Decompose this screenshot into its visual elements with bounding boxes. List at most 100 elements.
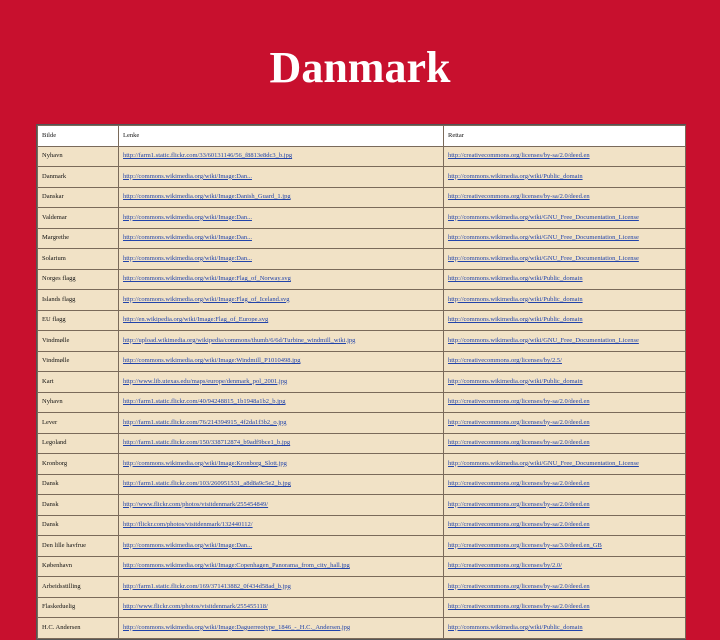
source-link[interactable]: http://farm1.static.flickr.com/40/942488…: [118, 391, 444, 413]
license-link[interactable]: http://commons.wikimedia.org/wiki/Public…: [443, 309, 686, 331]
image-name-cell: Lever: [37, 412, 119, 434]
table-row: Kart http://www.lib.utexas.edu/maps/europ…: [37, 371, 686, 393]
license-link[interactable]: http://creativecommons.org/licenses/by-s…: [443, 535, 686, 557]
license-link[interactable]: http://commons.wikimedia.org/wiki/Public…: [443, 371, 686, 393]
image-name-cell: Nyhavn: [37, 391, 119, 413]
source-link[interactable]: http://commons.wikimedia.org/wiki/Image:…: [118, 268, 444, 290]
source-link[interactable]: http://commons.wikimedia.org/wiki/Image:…: [118, 248, 444, 270]
image-name-cell: Islands flagg: [37, 289, 119, 311]
credits-table: Bilde Lenke Rettar Nyhavn http://farm1.st…: [36, 124, 686, 640]
license-link[interactable]: http://creativecommons.org/licenses/by-s…: [443, 412, 686, 434]
table-row: Legoland http://farm1.static.flickr.com/1…: [37, 432, 686, 454]
source-link[interactable]: http://flickr.com/photos/visitdenmark/13…: [118, 514, 444, 536]
image-name-cell: Dansk: [37, 494, 119, 516]
source-link[interactable]: http://upload.wikimedia.org/wikipedia/co…: [118, 330, 444, 352]
image-name-cell: Flaskeduelig: [37, 596, 119, 618]
table-row: Danskar http://commons.wikimedia.org/wiki…: [37, 186, 686, 208]
source-link[interactable]: http://commons.wikimedia.org/wiki/Image:…: [118, 453, 444, 475]
license-link[interactable]: http://creativecommons.org/licenses/by-s…: [443, 186, 686, 208]
table-row: EU flagg http://en.wikipedia.org/wiki/Ima…: [37, 309, 686, 331]
license-link[interactable]: http://creativecommons.org/licenses/by-s…: [443, 391, 686, 413]
table-row: Nyhavn http://farm1.static.flickr.com/40/…: [37, 391, 686, 413]
table-row: Dansk http://www.flickr.com/photos/visitd…: [37, 494, 686, 516]
table-row: Margrethe http://commons.wikimedia.org/wi…: [37, 227, 686, 249]
license-link[interactable]: http://creativecommons.org/licenses/by-s…: [443, 576, 686, 598]
table-row: Vindmølle http://commons.wikimedia.org/wi…: [37, 350, 686, 372]
header-link: Lenke: [118, 125, 444, 147]
table-row: H.C. Andersen http://commons.wikimedia.or…: [37, 617, 686, 639]
source-link[interactable]: http://commons.wikimedia.org/wiki/Image:…: [118, 555, 444, 577]
license-link[interactable]: http://creativecommons.org/licenses/by-s…: [443, 596, 686, 618]
image-name-cell: Kart: [37, 371, 119, 393]
table-row: Dansk http://flickr.com/photos/visitdenma…: [37, 514, 686, 536]
license-link[interactable]: http://commons.wikimedia.org/wiki/GNU_Fr…: [443, 248, 686, 270]
image-name-cell: Dansk: [37, 514, 119, 536]
image-name-cell: Dansk: [37, 473, 119, 495]
table-row: Danmark http://commons.wikimedia.org/wiki…: [37, 166, 686, 188]
header-rights: Rettar: [443, 125, 686, 147]
license-link[interactable]: http://commons.wikimedia.org/wiki/Public…: [443, 166, 686, 188]
image-name-cell: Norges flagg: [37, 268, 119, 290]
source-link[interactable]: http://www.lib.utexas.edu/maps/europe/de…: [118, 371, 444, 393]
table-row: Nyhavn http://farm1.static.flickr.com/33/…: [37, 145, 686, 167]
image-name-cell: Margrethe: [37, 227, 119, 249]
image-name-cell: Kronborg: [37, 453, 119, 475]
license-link[interactable]: http://creativecommons.org/licenses/by/2…: [443, 555, 686, 577]
table-row: Norges flagg http://commons.wikimedia.org…: [37, 268, 686, 290]
image-name-cell: Den lille havfrue: [37, 535, 119, 557]
page-title: Danmark: [269, 43, 451, 92]
source-link[interactable]: http://farm1.static.flickr.com/150/33871…: [118, 432, 444, 454]
header-image: Bilde: [37, 125, 119, 147]
license-link[interactable]: http://commons.wikimedia.org/wiki/GNU_Fr…: [443, 453, 686, 475]
image-name-cell: København: [37, 555, 119, 577]
table-row: Den lille havfrue http://commons.wikimedi…: [37, 535, 686, 557]
table-row: Solarium http://commons.wikimedia.org/wik…: [37, 248, 686, 270]
table-row: Valdemar http://commons.wikimedia.org/wik…: [37, 207, 686, 229]
table-row: Arbeidsstilling http://farm1.static.flick…: [37, 576, 686, 598]
image-name-cell: Legoland: [37, 432, 119, 454]
image-name-cell: Vindmølle: [37, 330, 119, 352]
table-row: Lever http://farm1.static.flickr.com/76/2…: [37, 412, 686, 434]
source-link[interactable]: http://farm1.static.flickr.com/169/37141…: [118, 576, 444, 598]
image-name-cell: Danskar: [37, 186, 119, 208]
image-name-cell: Valdemar: [37, 207, 119, 229]
license-link[interactable]: http://commons.wikimedia.org/wiki/GNU_Fr…: [443, 330, 686, 352]
source-link[interactable]: http://en.wikipedia.org/wiki/Image:Flag_…: [118, 309, 444, 331]
license-link[interactable]: http://creativecommons.org/licenses/by-s…: [443, 514, 686, 536]
source-link[interactable]: http://farm1.static.flickr.com/76/214394…: [118, 412, 444, 434]
source-link[interactable]: http://commons.wikimedia.org/wiki/Image:…: [118, 535, 444, 557]
license-link[interactable]: http://commons.wikimedia.org/wiki/Public…: [443, 289, 686, 311]
license-link[interactable]: http://creativecommons.org/licenses/by-s…: [443, 494, 686, 516]
image-name-cell: Arbeidsstilling: [37, 576, 119, 598]
table-row: Vindmølle http://upload.wikimedia.org/wik…: [37, 330, 686, 352]
license-link[interactable]: http://commons.wikimedia.org/wiki/Public…: [443, 268, 686, 290]
source-link[interactable]: http://commons.wikimedia.org/wiki/Image:…: [118, 350, 444, 372]
license-link[interactable]: http://creativecommons.org/licenses/by/2…: [443, 350, 686, 372]
license-link[interactable]: http://commons.wikimedia.org/wiki/GNU_Fr…: [443, 207, 686, 229]
image-name-cell: Danmark: [37, 166, 119, 188]
license-link[interactable]: http://creativecommons.org/licenses/by-s…: [443, 145, 686, 167]
license-link[interactable]: http://commons.wikimedia.org/wiki/GNU_Fr…: [443, 227, 686, 249]
license-link[interactable]: http://creativecommons.org/licenses/by-s…: [443, 473, 686, 495]
source-link[interactable]: http://commons.wikimedia.org/wiki/Image:…: [118, 289, 444, 311]
image-name-cell: H.C. Andersen: [37, 617, 119, 639]
source-link[interactable]: http://commons.wikimedia.org/wiki/Image:…: [118, 166, 444, 188]
table-row: Dansk http://farm1.static.flickr.com/103/…: [37, 473, 686, 495]
source-link[interactable]: http://commons.wikimedia.org/wiki/Image:…: [118, 617, 444, 639]
source-link[interactable]: http://farm1.static.flickr.com/103/26095…: [118, 473, 444, 495]
source-link[interactable]: http://commons.wikimedia.org/wiki/Image:…: [118, 227, 444, 249]
image-name-cell: Nyhavn: [37, 145, 119, 167]
image-name-cell: Vindmølle: [37, 350, 119, 372]
table-row: København http://commons.wikimedia.org/wi…: [37, 555, 686, 577]
license-link[interactable]: http://creativecommons.org/licenses/by-s…: [443, 432, 686, 454]
source-link[interactable]: http://commons.wikimedia.org/wiki/Image:…: [118, 186, 444, 208]
license-link[interactable]: http://commons.wikimedia.org/wiki/Public…: [443, 617, 686, 639]
table-header-row: Bilde Lenke Rettar: [37, 125, 686, 147]
image-name-cell: EU flagg: [37, 309, 119, 331]
source-link[interactable]: http://farm1.static.flickr.com/33/601311…: [118, 145, 444, 167]
source-link[interactable]: http://commons.wikimedia.org/wiki/Image:…: [118, 207, 444, 229]
source-link[interactable]: http://www.flickr.com/photos/visitdenmar…: [118, 596, 444, 618]
source-link[interactable]: http://www.flickr.com/photos/visitdenmar…: [118, 494, 444, 516]
table-row: Kronborg http://commons.wikimedia.org/wik…: [37, 453, 686, 475]
image-name-cell: Solarium: [37, 248, 119, 270]
